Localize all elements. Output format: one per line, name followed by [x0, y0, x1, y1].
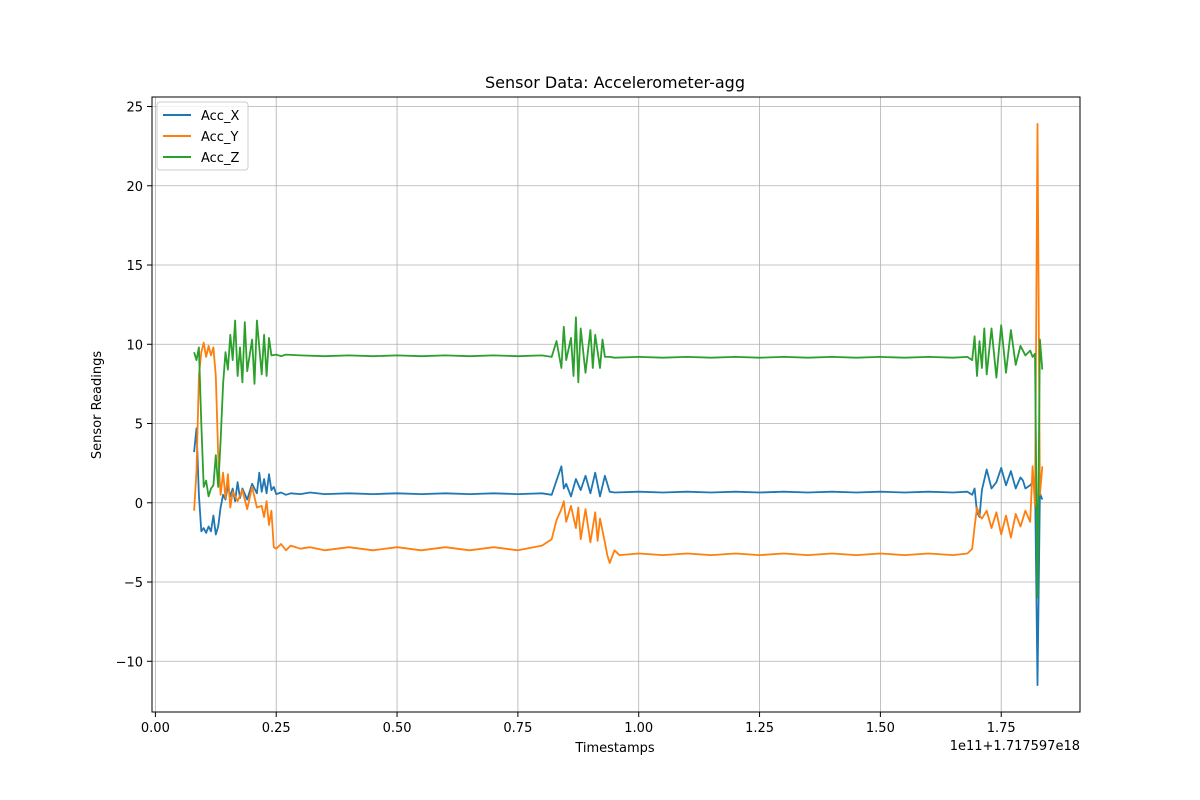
legend-label-acc-y: Acc_Y	[201, 130, 238, 145]
series-line-acc-x	[193, 427, 1044, 686]
grid	[152, 97, 1080, 712]
y-tick-label: −10	[116, 655, 143, 670]
x-axis-offset-label: 1e11+1.717597e18	[950, 739, 1080, 754]
chart-title: Sensor Data: Accelerometer-agg	[485, 73, 745, 92]
x-tick-label: 0.25	[262, 721, 291, 736]
series-lines	[193, 123, 1044, 686]
x-tick-label: 0.50	[383, 721, 412, 736]
x-tick-label: 1.75	[987, 721, 1016, 736]
legend-label-acc-z: Acc_Z	[201, 151, 239, 166]
y-tick-label: 20	[126, 180, 143, 195]
x-axis-label: Timestamps	[574, 741, 655, 756]
y-tick-label: −5	[124, 576, 143, 591]
axis-ticks: 0.00 0.25 0.50 0.75 1.00 1.25 1.50 1.75 −10 −5 0 5 1…	[116, 101, 1016, 736]
legend-label-acc-x: Acc_X	[201, 109, 239, 124]
y-tick-label: 5	[135, 418, 143, 433]
plot-frame	[151, 96, 1081, 713]
x-tick-label: 1.50	[866, 721, 895, 736]
series-line-acc-z	[193, 316, 1044, 599]
legend-box	[156, 101, 249, 171]
y-axis-label: Sensor Readings	[90, 351, 105, 459]
y-tick-label: 15	[126, 259, 143, 274]
y-tick-label: 25	[126, 101, 143, 116]
series-line-acc-y	[193, 123, 1044, 564]
y-tick-label: 0	[135, 497, 143, 512]
x-tick-label: 0.00	[141, 721, 170, 736]
x-tick-label: 1.25	[745, 721, 774, 736]
legend: Acc_X Acc_Y Acc_Z	[156, 101, 249, 171]
x-tick-label: 1.00	[624, 721, 653, 736]
y-tick-label: 10	[126, 338, 143, 353]
x-tick-label: 0.75	[503, 721, 532, 736]
